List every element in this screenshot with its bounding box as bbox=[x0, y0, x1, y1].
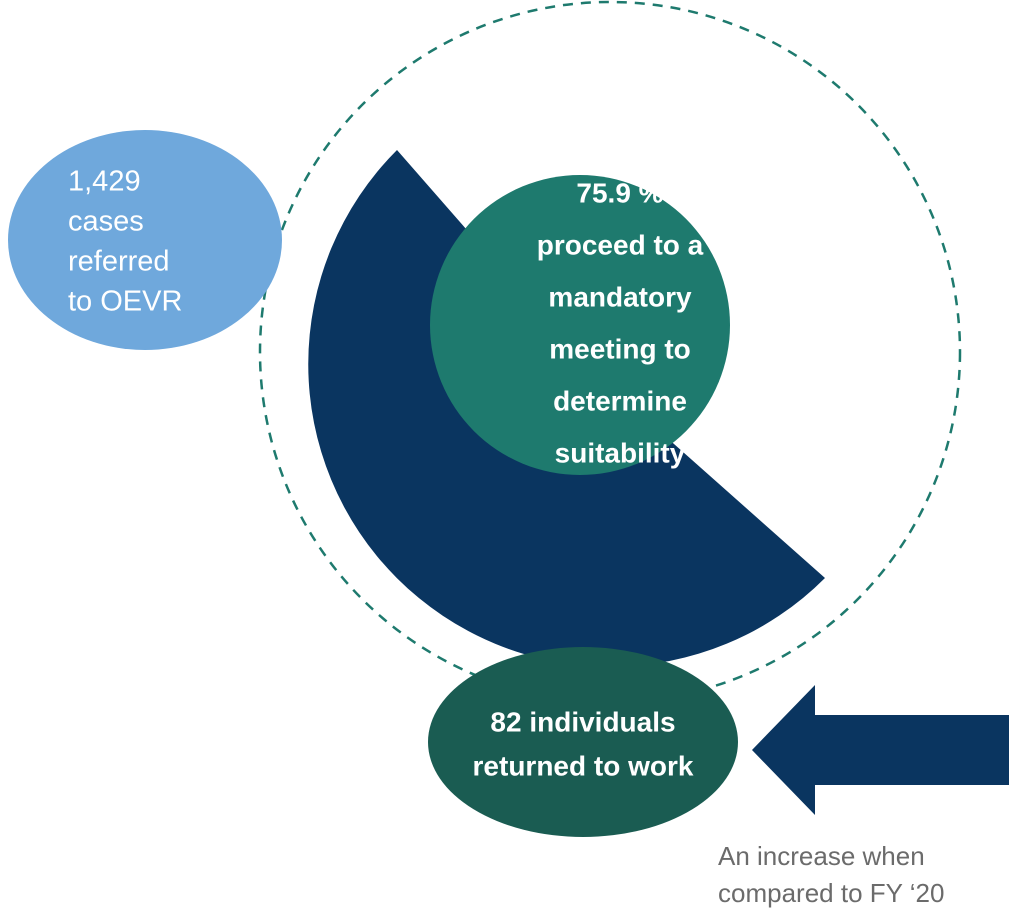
text-line: referred bbox=[68, 246, 170, 278]
text-line: proceed to a bbox=[537, 229, 704, 260]
text-line: meeting to bbox=[549, 333, 691, 364]
referred-text: 1,429 cases referred to OEVR bbox=[68, 166, 182, 318]
text-line: suitability bbox=[555, 437, 686, 468]
text-line: mandatory bbox=[548, 281, 692, 312]
returned-text: 82 individuals returned to work bbox=[473, 706, 694, 781]
text-line: compared to FY ‘20 bbox=[718, 878, 944, 908]
proceed-circle bbox=[430, 175, 730, 475]
returned-bubble bbox=[428, 647, 738, 837]
note-text: An increase when compared to FY ‘20 bbox=[718, 841, 944, 908]
text-line: returned to work bbox=[473, 750, 694, 781]
text-line: cases bbox=[68, 206, 144, 238]
proceed-text: 75.9 % proceed to a mandatory meeting to det… bbox=[537, 177, 704, 468]
text-line: to OEVR bbox=[68, 286, 182, 318]
arrow bbox=[752, 685, 1009, 815]
text-line: determine bbox=[553, 385, 687, 416]
referred-bubble bbox=[8, 130, 282, 350]
text-line: An increase when bbox=[718, 841, 925, 871]
text-line: 1,429 bbox=[68, 166, 141, 198]
text-line: 82 individuals bbox=[490, 706, 675, 737]
text-line: 75.9 % bbox=[576, 177, 663, 208]
